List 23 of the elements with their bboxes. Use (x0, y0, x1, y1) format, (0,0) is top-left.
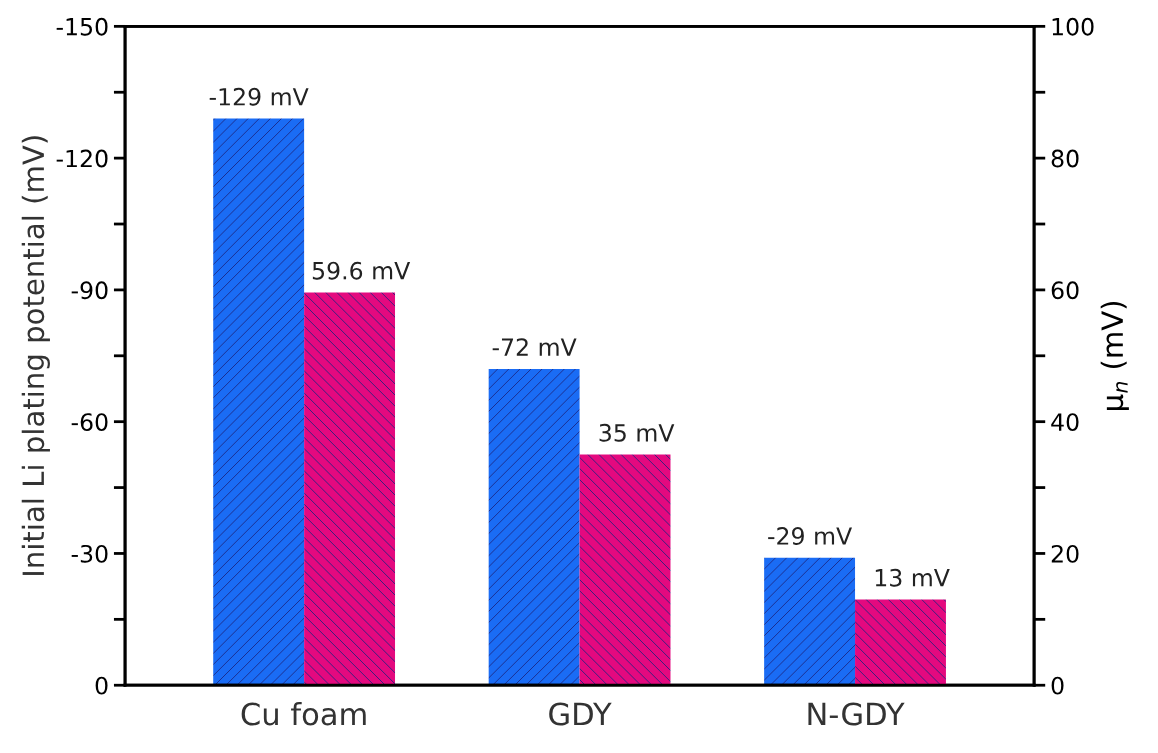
y2-tick-label: 100 (1052, 17, 1094, 36)
data-label: -129 mV (209, 87, 309, 106)
data-label: 35 mV (599, 423, 675, 442)
x-tick-label: Cu foam (241, 701, 366, 726)
data-label: 59.6 mV (312, 261, 411, 280)
y-tick-label: -30 (71, 544, 108, 563)
y2-axis-title: μ$_{n}$ (mV) (1100, 301, 1129, 410)
y-tick-label: -60 (71, 413, 108, 431)
y-tick-label: -90 (71, 281, 108, 300)
y2-tick-label: 0 (1051, 676, 1064, 695)
x-tick-label: N-GDY (808, 702, 905, 726)
y-tick-label: -150 (56, 17, 108, 36)
data-label: 13 mV (875, 568, 950, 587)
y-axis-title: Initial Li plating potential (mV) (21, 136, 50, 575)
y2-tick-label: 80 (1051, 149, 1079, 168)
y2-tick-label: 60 (1051, 281, 1079, 300)
y-tick-label: -120 (56, 149, 108, 168)
data-label: -72 mV (492, 338, 577, 356)
y2-tick-label: 20 (1051, 544, 1079, 563)
y-tick-label: 0 (95, 676, 108, 695)
data-label: -29 mV (768, 527, 853, 545)
y2-tick-label: 40 (1051, 413, 1079, 431)
x-tick-label: GDY (549, 702, 612, 726)
